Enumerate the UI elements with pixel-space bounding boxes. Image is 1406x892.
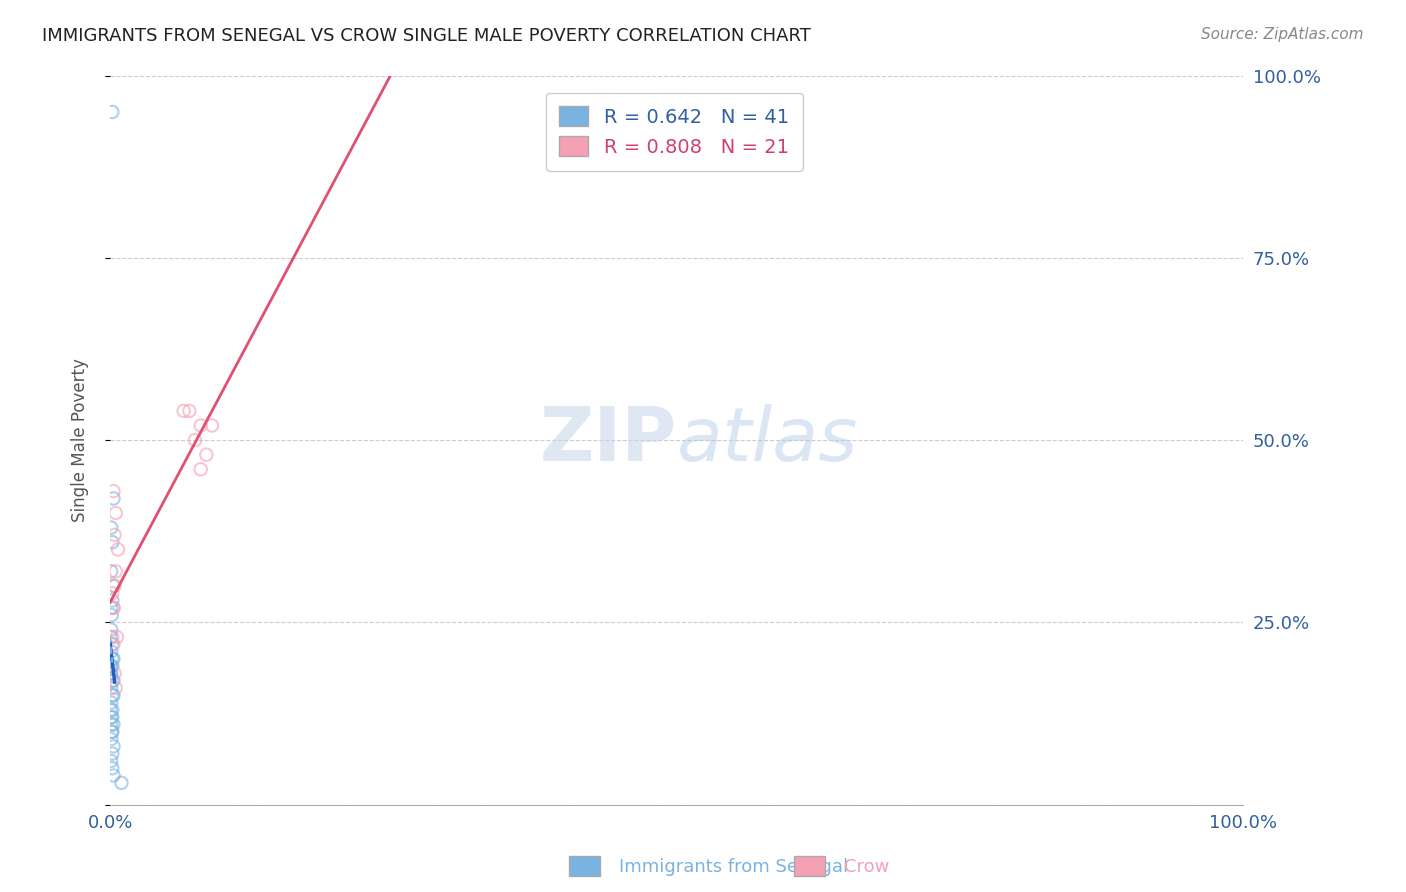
Point bbox=[104, 565, 127, 579]
Point bbox=[103, 768, 125, 782]
Point bbox=[100, 666, 122, 681]
Point bbox=[101, 586, 124, 600]
Point bbox=[101, 659, 124, 673]
Point bbox=[100, 659, 122, 673]
Point bbox=[100, 666, 122, 681]
Point bbox=[101, 637, 124, 651]
Point bbox=[100, 623, 122, 637]
Point bbox=[103, 579, 125, 593]
Point bbox=[101, 105, 124, 120]
Point bbox=[100, 659, 122, 673]
Point bbox=[101, 710, 124, 724]
Point bbox=[100, 520, 122, 534]
Point bbox=[201, 418, 224, 433]
Point bbox=[101, 761, 124, 775]
Point bbox=[103, 600, 125, 615]
Point bbox=[103, 600, 125, 615]
Point bbox=[100, 644, 122, 658]
Text: IMMIGRANTS FROM SENEGAL VS CROW SINGLE MALE POVERTY CORRELATION CHART: IMMIGRANTS FROM SENEGAL VS CROW SINGLE M… bbox=[42, 27, 811, 45]
Point bbox=[179, 404, 201, 418]
Text: Immigrants from Senegal: Immigrants from Senegal bbox=[619, 858, 848, 876]
Legend: R = 0.642   N = 41, R = 0.808   N = 21: R = 0.642 N = 41, R = 0.808 N = 21 bbox=[546, 93, 803, 170]
Point bbox=[100, 724, 122, 739]
Point bbox=[101, 652, 124, 666]
Point bbox=[101, 593, 124, 607]
Point bbox=[100, 696, 122, 710]
Text: ZIP: ZIP bbox=[540, 403, 676, 476]
Point bbox=[103, 673, 125, 688]
Point bbox=[100, 710, 122, 724]
Point bbox=[105, 630, 128, 644]
Point bbox=[100, 681, 122, 695]
Point bbox=[103, 717, 125, 731]
Point bbox=[110, 776, 132, 790]
Point bbox=[101, 535, 124, 549]
Point bbox=[184, 433, 207, 447]
Point bbox=[190, 418, 212, 433]
Point bbox=[103, 688, 125, 702]
Point bbox=[103, 739, 125, 754]
Point bbox=[100, 630, 122, 644]
Point bbox=[100, 717, 122, 731]
Point bbox=[173, 404, 195, 418]
Point bbox=[190, 462, 212, 476]
Point bbox=[103, 484, 125, 499]
Point bbox=[103, 652, 125, 666]
Point bbox=[107, 542, 129, 557]
Point bbox=[103, 491, 125, 506]
Text: Source: ZipAtlas.com: Source: ZipAtlas.com bbox=[1201, 27, 1364, 42]
Text: atlas: atlas bbox=[676, 404, 858, 476]
Point bbox=[100, 600, 122, 615]
Point bbox=[104, 666, 127, 681]
Point bbox=[100, 754, 122, 768]
Point bbox=[101, 630, 124, 644]
Point bbox=[100, 565, 122, 579]
Y-axis label: Single Male Poverty: Single Male Poverty bbox=[72, 359, 89, 522]
Point bbox=[100, 608, 122, 623]
Point bbox=[195, 448, 218, 462]
Point bbox=[101, 673, 124, 688]
Point bbox=[104, 579, 127, 593]
Point bbox=[100, 703, 122, 717]
Point bbox=[104, 506, 127, 520]
Point bbox=[101, 688, 124, 702]
Point bbox=[103, 637, 125, 651]
Point bbox=[101, 724, 124, 739]
Point bbox=[101, 703, 124, 717]
Point bbox=[101, 747, 124, 761]
Point bbox=[104, 681, 127, 695]
Point bbox=[104, 528, 127, 542]
Text: Crow: Crow bbox=[844, 858, 889, 876]
Point bbox=[100, 732, 122, 747]
